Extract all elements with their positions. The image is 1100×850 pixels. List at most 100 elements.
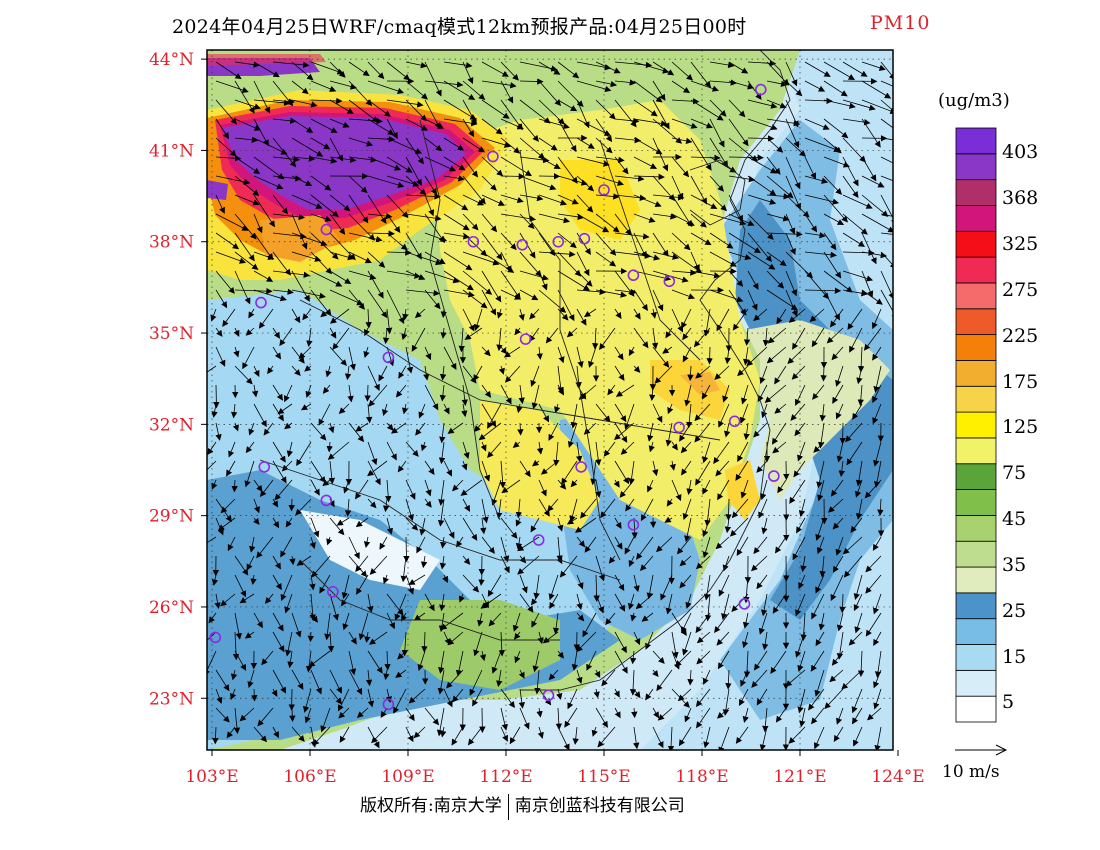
- wind-arrow: [669, 460, 676, 471]
- wind-arrow: [443, 99, 477, 120]
- wind-arrow: [679, 555, 692, 567]
- wind-arrow: [272, 555, 281, 570]
- wind-arrow: [690, 175, 708, 205]
- wind-arrow: [633, 308, 641, 320]
- wind-arrow: [728, 154, 764, 161]
- wind-arrow: [861, 232, 877, 265]
- wind-arrow: [386, 517, 393, 535]
- wind-arrow: [873, 441, 882, 467]
- wind-arrow: [367, 441, 378, 466]
- wind-arrow: [250, 574, 257, 586]
- wind-arrow: [652, 460, 659, 477]
- legend-swatch: [955, 463, 997, 490]
- wind-arrow: [566, 327, 578, 338]
- wind-arrow: [369, 555, 388, 575]
- wind-arrow: [702, 517, 711, 538]
- wind-arrow: [309, 536, 316, 550]
- wind-arrow: [557, 80, 584, 107]
- wind-arrow: [481, 99, 510, 119]
- wind-arrow: [515, 517, 522, 527]
- wind-arrow: [329, 270, 352, 285]
- wind-arrow: [307, 631, 314, 643]
- wind-arrow: [681, 308, 692, 329]
- wind-arrow: [500, 118, 524, 130]
- wind-arrow: [367, 289, 388, 319]
- wind-arrow: [671, 308, 684, 333]
- wind-arrow: [694, 403, 711, 422]
- wind-arrow: [462, 289, 488, 309]
- wind-arrow: [599, 327, 616, 351]
- wind-arrow: [248, 308, 255, 319]
- wind-arrow: [764, 384, 787, 403]
- wind-arrow: [424, 80, 464, 88]
- wind-arrow: [792, 536, 806, 561]
- wind-arrow: [538, 80, 562, 107]
- wind-arrow: [595, 156, 625, 163]
- wind-arrow: [439, 593, 446, 612]
- wind-arrow: [344, 365, 352, 381]
- wind-arrow: [595, 61, 621, 74]
- wind-arrow: [861, 213, 893, 233]
- wind-arrow: [785, 137, 806, 157]
- wind-arrow: [703, 574, 711, 601]
- legend-swatch: [955, 334, 997, 361]
- wind-arrow: [679, 574, 692, 589]
- wind-arrow: [861, 194, 889, 217]
- wind-arrow: [676, 536, 692, 555]
- wind-arrow: [695, 460, 711, 486]
- wind-arrow: [272, 251, 291, 276]
- wind-arrow: [355, 422, 369, 432]
- wind-arrow: [460, 479, 483, 496]
- wind-arrow: [311, 555, 331, 578]
- wind-arrow: [861, 61, 886, 71]
- wind-arrow: [291, 365, 301, 377]
- legend-label: 45: [1002, 508, 1026, 530]
- wind-arrow: [574, 517, 597, 533]
- wind-arrow: [318, 403, 331, 426]
- wind-arrow: [872, 384, 882, 404]
- wind-arrow: [328, 422, 335, 434]
- wind-arrow: [456, 536, 464, 548]
- wind-arrow: [329, 156, 357, 163]
- wind-arrow: [214, 593, 221, 610]
- wind-arrow: [880, 80, 893, 87]
- wind-arrow: [481, 80, 517, 89]
- wind-arrow: [576, 593, 583, 611]
- wind-arrow: [576, 137, 595, 149]
- wind-arrow: [462, 270, 493, 295]
- wind-arrow: [584, 536, 597, 553]
- wind-arrow: [329, 194, 351, 212]
- wind-arrow: [424, 346, 432, 361]
- wind-arrow: [442, 574, 448, 583]
- wind-arrow: [413, 612, 426, 621]
- wind-arrow: [635, 593, 654, 610]
- wind-arrow: [624, 536, 635, 555]
- wind-arrow: [728, 175, 756, 183]
- wind-arrow: [491, 479, 502, 506]
- wind-arrow: [480, 517, 487, 535]
- wind-arrow: [559, 555, 578, 578]
- wind-arrow: [728, 99, 746, 118]
- wind-arrow: [747, 156, 778, 174]
- wind-arrow: [549, 593, 559, 610]
- wind-arrow: [481, 536, 495, 554]
- wind-arrow: [443, 80, 476, 101]
- wind-arrow: [496, 327, 503, 352]
- wind-arrow: [595, 289, 628, 298]
- wind-arrow: [424, 289, 441, 310]
- wind-arrow: [861, 270, 874, 298]
- wind-arrow: [832, 384, 844, 404]
- wind-scale-label: 10 m/s: [942, 762, 1000, 782]
- wind-arrow: [310, 194, 339, 218]
- wind-arrow: [785, 213, 796, 235]
- wind-arrow: [517, 555, 540, 575]
- wind-arrow: [386, 118, 398, 140]
- wind-arrow: [852, 403, 863, 420]
- wind-arrow: [709, 251, 737, 267]
- legend-label: 403: [1002, 141, 1038, 163]
- wind-arrow: [487, 441, 502, 458]
- wind-arrow: [215, 80, 249, 94]
- wind-arrow: [386, 175, 420, 187]
- wind-arrow: [863, 327, 882, 351]
- wind-arrow: [743, 574, 750, 604]
